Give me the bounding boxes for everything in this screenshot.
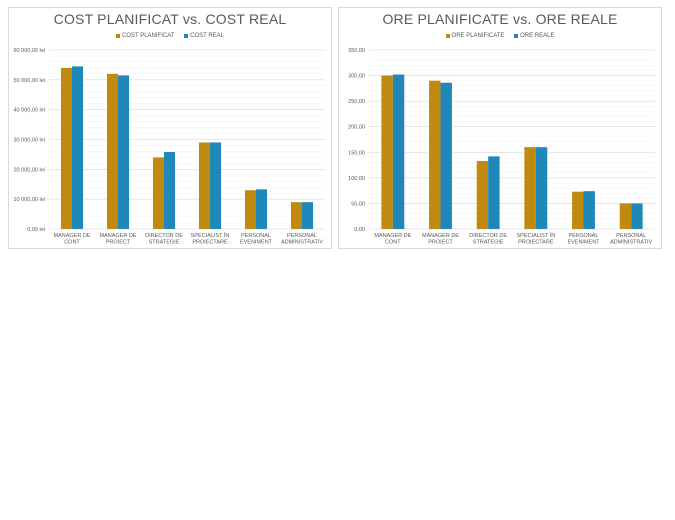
- x-tick-label: MANAGER DE: [422, 233, 459, 239]
- legend-label: COST REAL: [190, 33, 225, 39]
- x-tick-label: STRATEGIE: [149, 240, 180, 246]
- x-tick-label: STRATEGIE: [473, 240, 504, 246]
- x-tick-label: ADMINISTRATIV: [610, 240, 652, 246]
- x-tick-label: PROIECTARE: [518, 240, 554, 246]
- legend-swatch: [115, 34, 120, 38]
- x-tick-label: ADMINISTRATIV: [281, 240, 323, 246]
- legend-item: COST PLANIFICAT: [115, 33, 175, 40]
- y-tick-label: 10 000,00 lei: [14, 197, 46, 203]
- y-tick-label: 150,00: [348, 150, 365, 156]
- y-tick-label: 50 000,00 lei: [14, 78, 46, 84]
- bar: [106, 73, 118, 229]
- bar: [619, 203, 632, 229]
- bar: [244, 190, 256, 229]
- x-tick-label: MANAGER DE: [374, 233, 411, 239]
- x-tick-label: DIRECTOR DE: [145, 233, 183, 239]
- hours-chart-panel: ORE PLANIFICATE vs. ORE REALE ORE PLANIF…: [338, 7, 662, 249]
- chart-legend: COST PLANIFICAT COST REAL: [9, 33, 331, 40]
- bar: [152, 157, 164, 229]
- x-tick-label: MANAGER DE: [54, 233, 91, 239]
- bar: [302, 202, 314, 229]
- bar: [476, 160, 489, 229]
- y-tick-label: 20 000,00 lei: [14, 167, 46, 173]
- cost-chart-plot: 0,00 lei 10 000,00 lei 20 000,00 lei 30 000…: [14, 48, 325, 246]
- y-tick-label: 0,00: [354, 227, 365, 233]
- y-tick-label: 300,00: [348, 74, 365, 80]
- x-tick-label: PERSONAL: [569, 233, 599, 239]
- legend-item: ORE REALE: [514, 33, 554, 40]
- x-tick-label: PERSONAL: [616, 233, 646, 239]
- hours-chart-plot: 0,00 50,00 100,00 150,00 200,00 250,00 300,00 3…: [348, 48, 655, 246]
- cost-chart-panel: COST PLANIFICAT vs. COST REAL COST PLANI…: [8, 7, 332, 249]
- x-tick-label: PROIECTARE: [192, 240, 228, 246]
- x-tick-label: DIRECTOR DE: [469, 233, 507, 239]
- y-tick-label: 40 000,00 lei: [14, 108, 46, 114]
- x-tick-label: PROIECT: [428, 240, 453, 246]
- x-tick-label: PERSONAL: [241, 233, 271, 239]
- x-tick-label: SPECIALIST ÎN: [516, 232, 555, 239]
- bar: [583, 191, 595, 229]
- bar: [535, 147, 548, 229]
- y-tick-label: 0,00 lei: [27, 227, 45, 233]
- bar: [210, 142, 222, 229]
- y-tick-label: 30 000,00 lei: [14, 138, 46, 144]
- y-tick-label: 60 000,00 lei: [14, 48, 46, 54]
- chart-title: COST PLANIFICAT vs. COST REAL: [53, 11, 287, 27]
- x-tick-label: CONT: [64, 240, 80, 246]
- bar: [572, 191, 584, 229]
- legend-item: COST REAL: [184, 33, 224, 40]
- x-tick-label: SPECIALIST ÎN: [191, 232, 230, 239]
- x-tick-label: MANAGER DE: [100, 233, 137, 239]
- y-tick-label: 50,00: [351, 201, 365, 207]
- x-tick-label: CONT: [385, 240, 401, 246]
- legend-swatch: [445, 34, 450, 38]
- x-tick-label: EVENIMENT: [567, 240, 600, 246]
- y-tick-label: 250,00: [348, 99, 365, 105]
- bar: [381, 75, 393, 229]
- bar: [164, 152, 176, 229]
- x-tick-label: EVENIMENT: [240, 240, 273, 246]
- legend-swatch: [184, 34, 189, 38]
- y-tick-label: 100,00: [348, 176, 365, 182]
- x-tick-label: PERSONAL: [287, 233, 317, 239]
- bar: [118, 75, 130, 229]
- bar: [440, 82, 452, 229]
- bar: [488, 156, 500, 229]
- bar: [72, 66, 84, 230]
- chart-legend: ORE PLANIFICATE ORE REALE: [339, 33, 661, 40]
- legend-label: ORE PLANIFICATE: [451, 33, 505, 39]
- bar: [631, 203, 643, 229]
- x-tick-label: PROIECT: [106, 240, 131, 246]
- legend-item: ORE PLANIFICATE: [445, 33, 505, 40]
- bar: [429, 80, 441, 229]
- chart-title: ORE PLANIFICATE vs. ORE REALE: [382, 11, 618, 27]
- bar: [392, 74, 405, 229]
- legend-label: COST PLANIFICAT: [121, 33, 175, 39]
- legend-label: ORE REALE: [520, 33, 555, 39]
- bar: [256, 189, 268, 229]
- legend-swatch: [514, 34, 519, 38]
- y-tick-label: 350,00: [348, 48, 365, 54]
- y-tick-label: 200,00: [348, 125, 365, 131]
- bar: [290, 202, 302, 229]
- bar: [198, 142, 210, 229]
- bar: [60, 67, 72, 230]
- bar: [524, 147, 536, 229]
